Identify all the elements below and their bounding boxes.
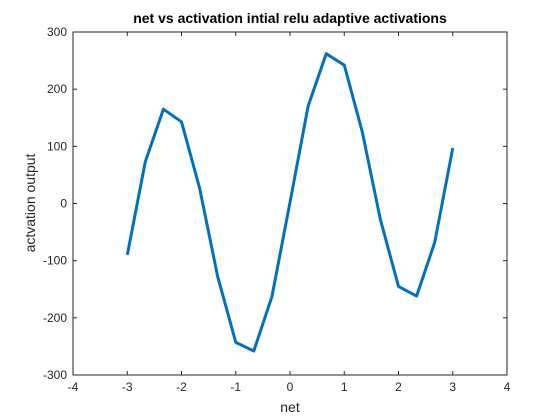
y-tick-label: -300 (43, 368, 67, 382)
x-tick-label: 1 (341, 380, 348, 394)
y-axis-label: actvation output (22, 153, 38, 252)
x-tick-label: 3 (449, 380, 456, 394)
y-tick-label: -100 (43, 254, 67, 268)
x-tick-label: 0 (287, 380, 294, 394)
y-tick-label: 200 (47, 82, 67, 96)
x-tick-label: -3 (122, 380, 133, 394)
y-tick-label: 100 (47, 139, 67, 153)
axis-ticks (72, 31, 508, 376)
y-tick-label: 300 (47, 25, 67, 39)
x-tick-label: -2 (176, 380, 187, 394)
tick-labels: -4 -3 -2 -1 0 1 2 3 4 -300 -200 -100 0 100 200 300 (43, 25, 511, 394)
x-axis-label: net (280, 399, 300, 415)
series-lines (125, 52, 455, 353)
x-tick-label: -4 (68, 380, 79, 394)
y-tick-label: -200 (43, 311, 67, 325)
x-tick-label: 2 (395, 380, 402, 394)
x-tick-label: 4 (504, 380, 511, 394)
y-tick-label: 0 (60, 197, 67, 211)
x-tick-label: -1 (230, 380, 241, 394)
chart-title: net vs activation intial relu adaptive a… (133, 10, 447, 26)
